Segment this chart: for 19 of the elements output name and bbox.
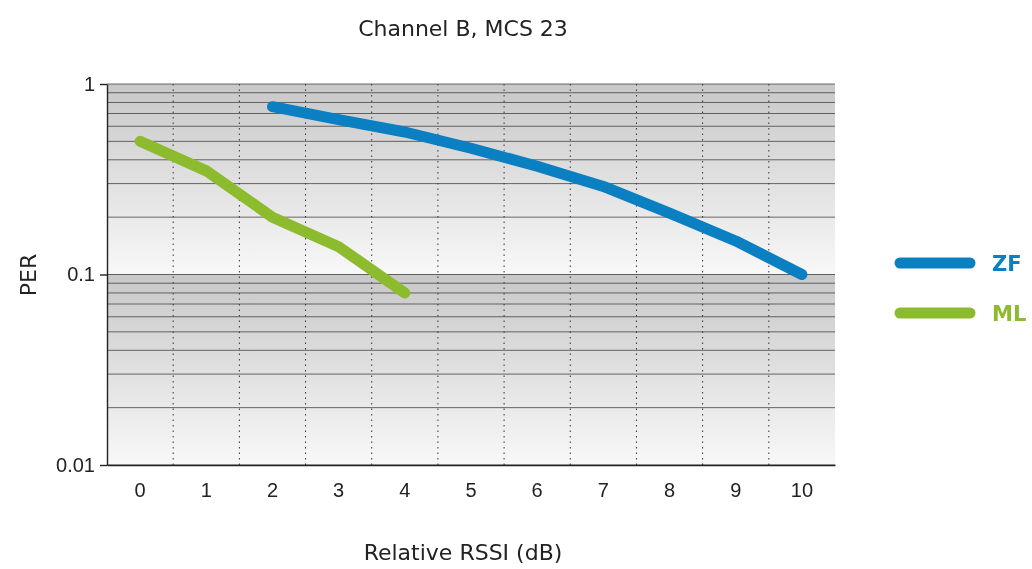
y-tick-label: 0.01: [56, 453, 95, 476]
chart-title: Channel B, MCS 23: [358, 16, 568, 41]
x-tick-label: 10: [790, 479, 814, 502]
y-axis-title: PER: [16, 253, 41, 297]
x-tick-label: 3: [333, 479, 345, 502]
x-tick-label: 7: [597, 479, 609, 502]
legend-label: ML: [992, 302, 1027, 326]
x-tick-label: 0: [134, 479, 146, 502]
x-axis-title: Relative RSSI (dB): [363, 540, 563, 565]
y-tick-label: 0.1: [67, 263, 95, 286]
legend-label: ZF: [992, 252, 1022, 276]
x-tick-label: 4: [399, 479, 411, 502]
x-tick-label: 8: [663, 479, 676, 502]
x-tick-label: 9: [730, 479, 742, 502]
x-tick-label: 6: [531, 479, 543, 502]
y-tick-label: 1: [83, 72, 95, 95]
x-tick-label: 1: [200, 479, 212, 502]
x-tick-label: 5: [465, 479, 477, 502]
x-tick-label: 2: [266, 479, 279, 502]
